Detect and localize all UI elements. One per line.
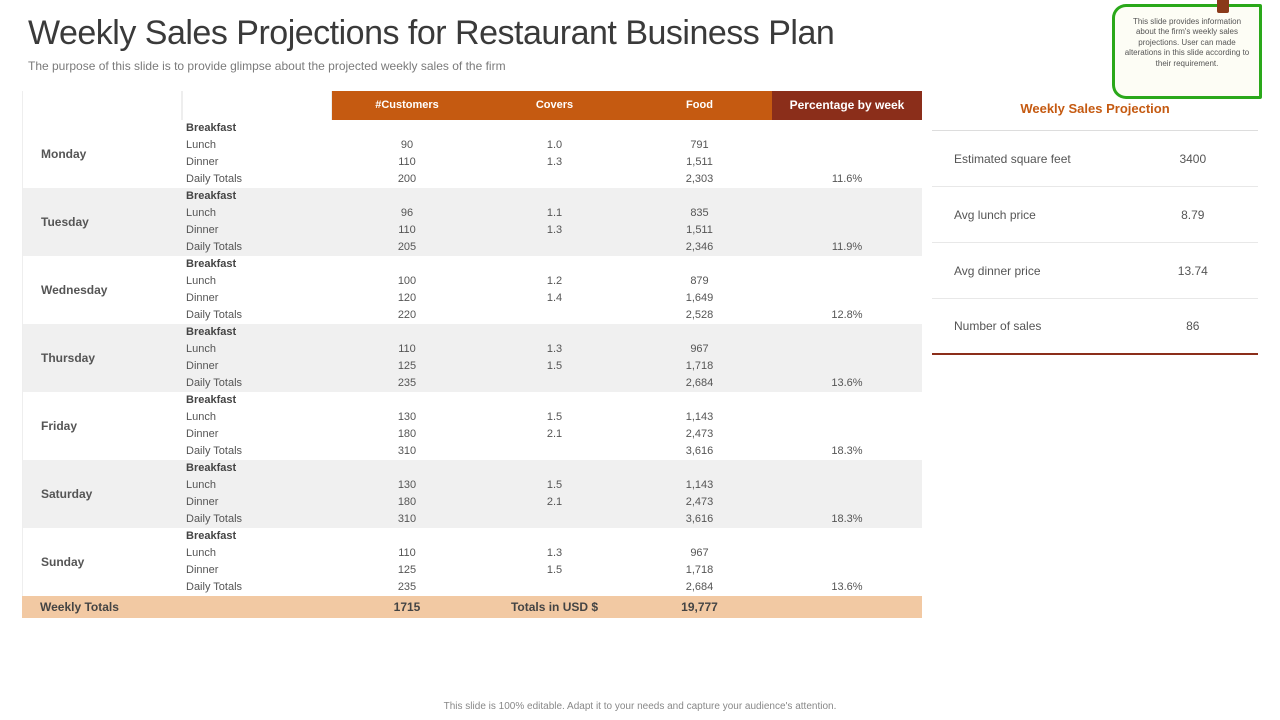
sticky-note: This slide provides information about th… xyxy=(1112,4,1262,99)
weekly-totals-row: Weekly Totals 1715 Totals in USD $ 19,77… xyxy=(22,596,922,618)
day-label: Friday xyxy=(22,392,182,460)
meal-lunch: Lunch xyxy=(182,137,332,154)
meal-dinner: Dinner xyxy=(182,494,332,511)
side-row: Estimated square feet3400 xyxy=(932,131,1258,187)
weekly-totals-label: Weekly Totals xyxy=(22,596,182,618)
meal-lunch: Lunch xyxy=(182,273,332,290)
footer-text: This slide is 100% editable. Adapt it to… xyxy=(0,701,1280,712)
page-title: Weekly Sales Projections for Restaurant … xyxy=(0,0,1280,53)
page-subtitle: The purpose of this slide is to provide … xyxy=(0,53,1280,73)
hdr-blank-day xyxy=(22,91,182,120)
hdr-pct: Percentage by week xyxy=(772,91,922,120)
day-label: Thursday xyxy=(22,324,182,392)
side-row: Number of sales86 xyxy=(932,299,1258,355)
hdr-food: Food xyxy=(627,91,772,120)
meal-lunch: Lunch xyxy=(182,409,332,426)
meal-daily-total: Daily Totals xyxy=(182,443,332,460)
side-row-value: 8.79 xyxy=(1128,208,1258,222)
table-header-row: #Customers Covers Food Percentage by wee… xyxy=(22,91,922,120)
meal-breakfast: Breakfast xyxy=(182,120,332,137)
side-row-label: Estimated square feet xyxy=(932,152,1128,166)
side-row-label: Number of sales xyxy=(932,319,1128,333)
meal-lunch: Lunch xyxy=(182,477,332,494)
side-row: Avg lunch price8.79 xyxy=(932,187,1258,243)
side-row-label: Avg dinner price xyxy=(932,264,1128,278)
day-block: TuesdayBreakfastLunch961.1835Dinner1101.… xyxy=(22,188,922,256)
meal-dinner: Dinner xyxy=(182,562,332,579)
content-area: #Customers Covers Food Percentage by wee… xyxy=(0,73,1280,618)
meal-lunch: Lunch xyxy=(182,205,332,222)
hdr-covers: Covers xyxy=(482,91,627,120)
meal-daily-total: Daily Totals xyxy=(182,511,332,528)
hdr-customers: #Customers xyxy=(332,91,482,120)
meal-breakfast: Breakfast xyxy=(182,324,332,341)
meal-daily-total: Daily Totals xyxy=(182,307,332,324)
hdr-blank-meal xyxy=(182,91,332,120)
sales-table: #Customers Covers Food Percentage by wee… xyxy=(22,91,922,618)
meal-lunch: Lunch xyxy=(182,545,332,562)
day-label: Wednesday xyxy=(22,256,182,324)
day-block: ThursdayBreakfastLunch1101.3967Dinner125… xyxy=(22,324,922,392)
day-label: Sunday xyxy=(22,528,182,596)
meal-dinner: Dinner xyxy=(182,222,332,239)
side-row-label: Avg lunch price xyxy=(932,208,1128,222)
meal-breakfast: Breakfast xyxy=(182,256,332,273)
side-row: Avg dinner price13.74 xyxy=(932,243,1258,299)
day-block: FridayBreakfastLunch1301.51,143Dinner180… xyxy=(22,392,922,460)
day-block: SundayBreakfastLunch1101.3967Dinner1251.… xyxy=(22,528,922,596)
day-block: MondayBreakfastLunch901.0791Dinner1101.3… xyxy=(22,120,922,188)
meal-dinner: Dinner xyxy=(182,290,332,307)
weekly-totals-food: 19,777 xyxy=(627,596,772,618)
side-row-value: 13.74 xyxy=(1128,264,1258,278)
side-panel: Weekly Sales Projection Estimated square… xyxy=(932,91,1258,618)
side-row-value: 3400 xyxy=(1128,152,1258,166)
meal-breakfast: Breakfast xyxy=(182,188,332,205)
meal-daily-total: Daily Totals xyxy=(182,239,332,256)
meal-lunch: Lunch xyxy=(182,341,332,358)
meal-breakfast: Breakfast xyxy=(182,460,332,477)
meal-daily-total: Daily Totals xyxy=(182,171,332,188)
meal-daily-total: Daily Totals xyxy=(182,579,332,596)
weekly-totals-usd-label: Totals in USD $ xyxy=(482,596,627,618)
meal-breakfast: Breakfast xyxy=(182,528,332,545)
meal-dinner: Dinner xyxy=(182,426,332,443)
meal-daily-total: Daily Totals xyxy=(182,375,332,392)
day-block: WednesdayBreakfastLunch1001.2879Dinner12… xyxy=(22,256,922,324)
side-row-value: 86 xyxy=(1128,319,1258,333)
day-block: SaturdayBreakfastLunch1301.51,143Dinner1… xyxy=(22,460,922,528)
day-label: Monday xyxy=(22,120,182,188)
weekly-totals-customers: 1715 xyxy=(332,596,482,618)
day-label: Tuesday xyxy=(22,188,182,256)
day-label: Saturday xyxy=(22,460,182,528)
meal-dinner: Dinner xyxy=(182,358,332,375)
meal-breakfast: Breakfast xyxy=(182,392,332,409)
meal-dinner: Dinner xyxy=(182,154,332,171)
